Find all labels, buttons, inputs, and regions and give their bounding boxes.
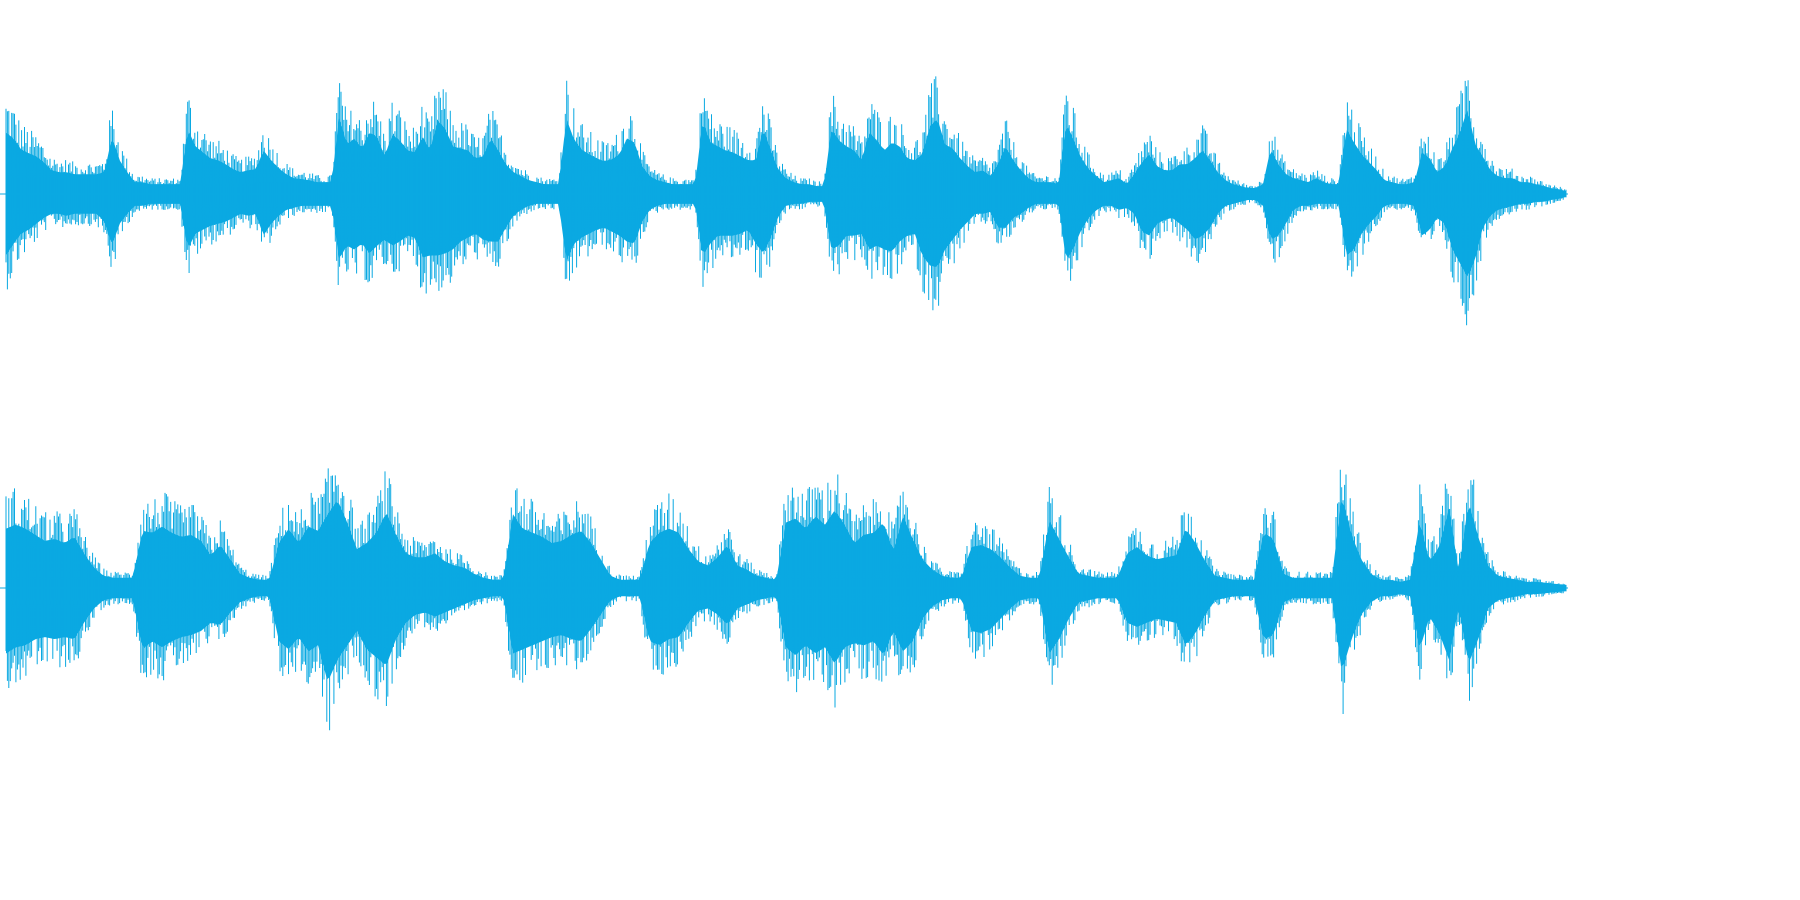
waveform-channel-2 xyxy=(0,468,1568,731)
waveform-peaks-channel-1 xyxy=(5,76,1567,326)
waveform-peaks-channel-2 xyxy=(5,468,1567,731)
waveform-channel-1 xyxy=(0,76,1568,326)
